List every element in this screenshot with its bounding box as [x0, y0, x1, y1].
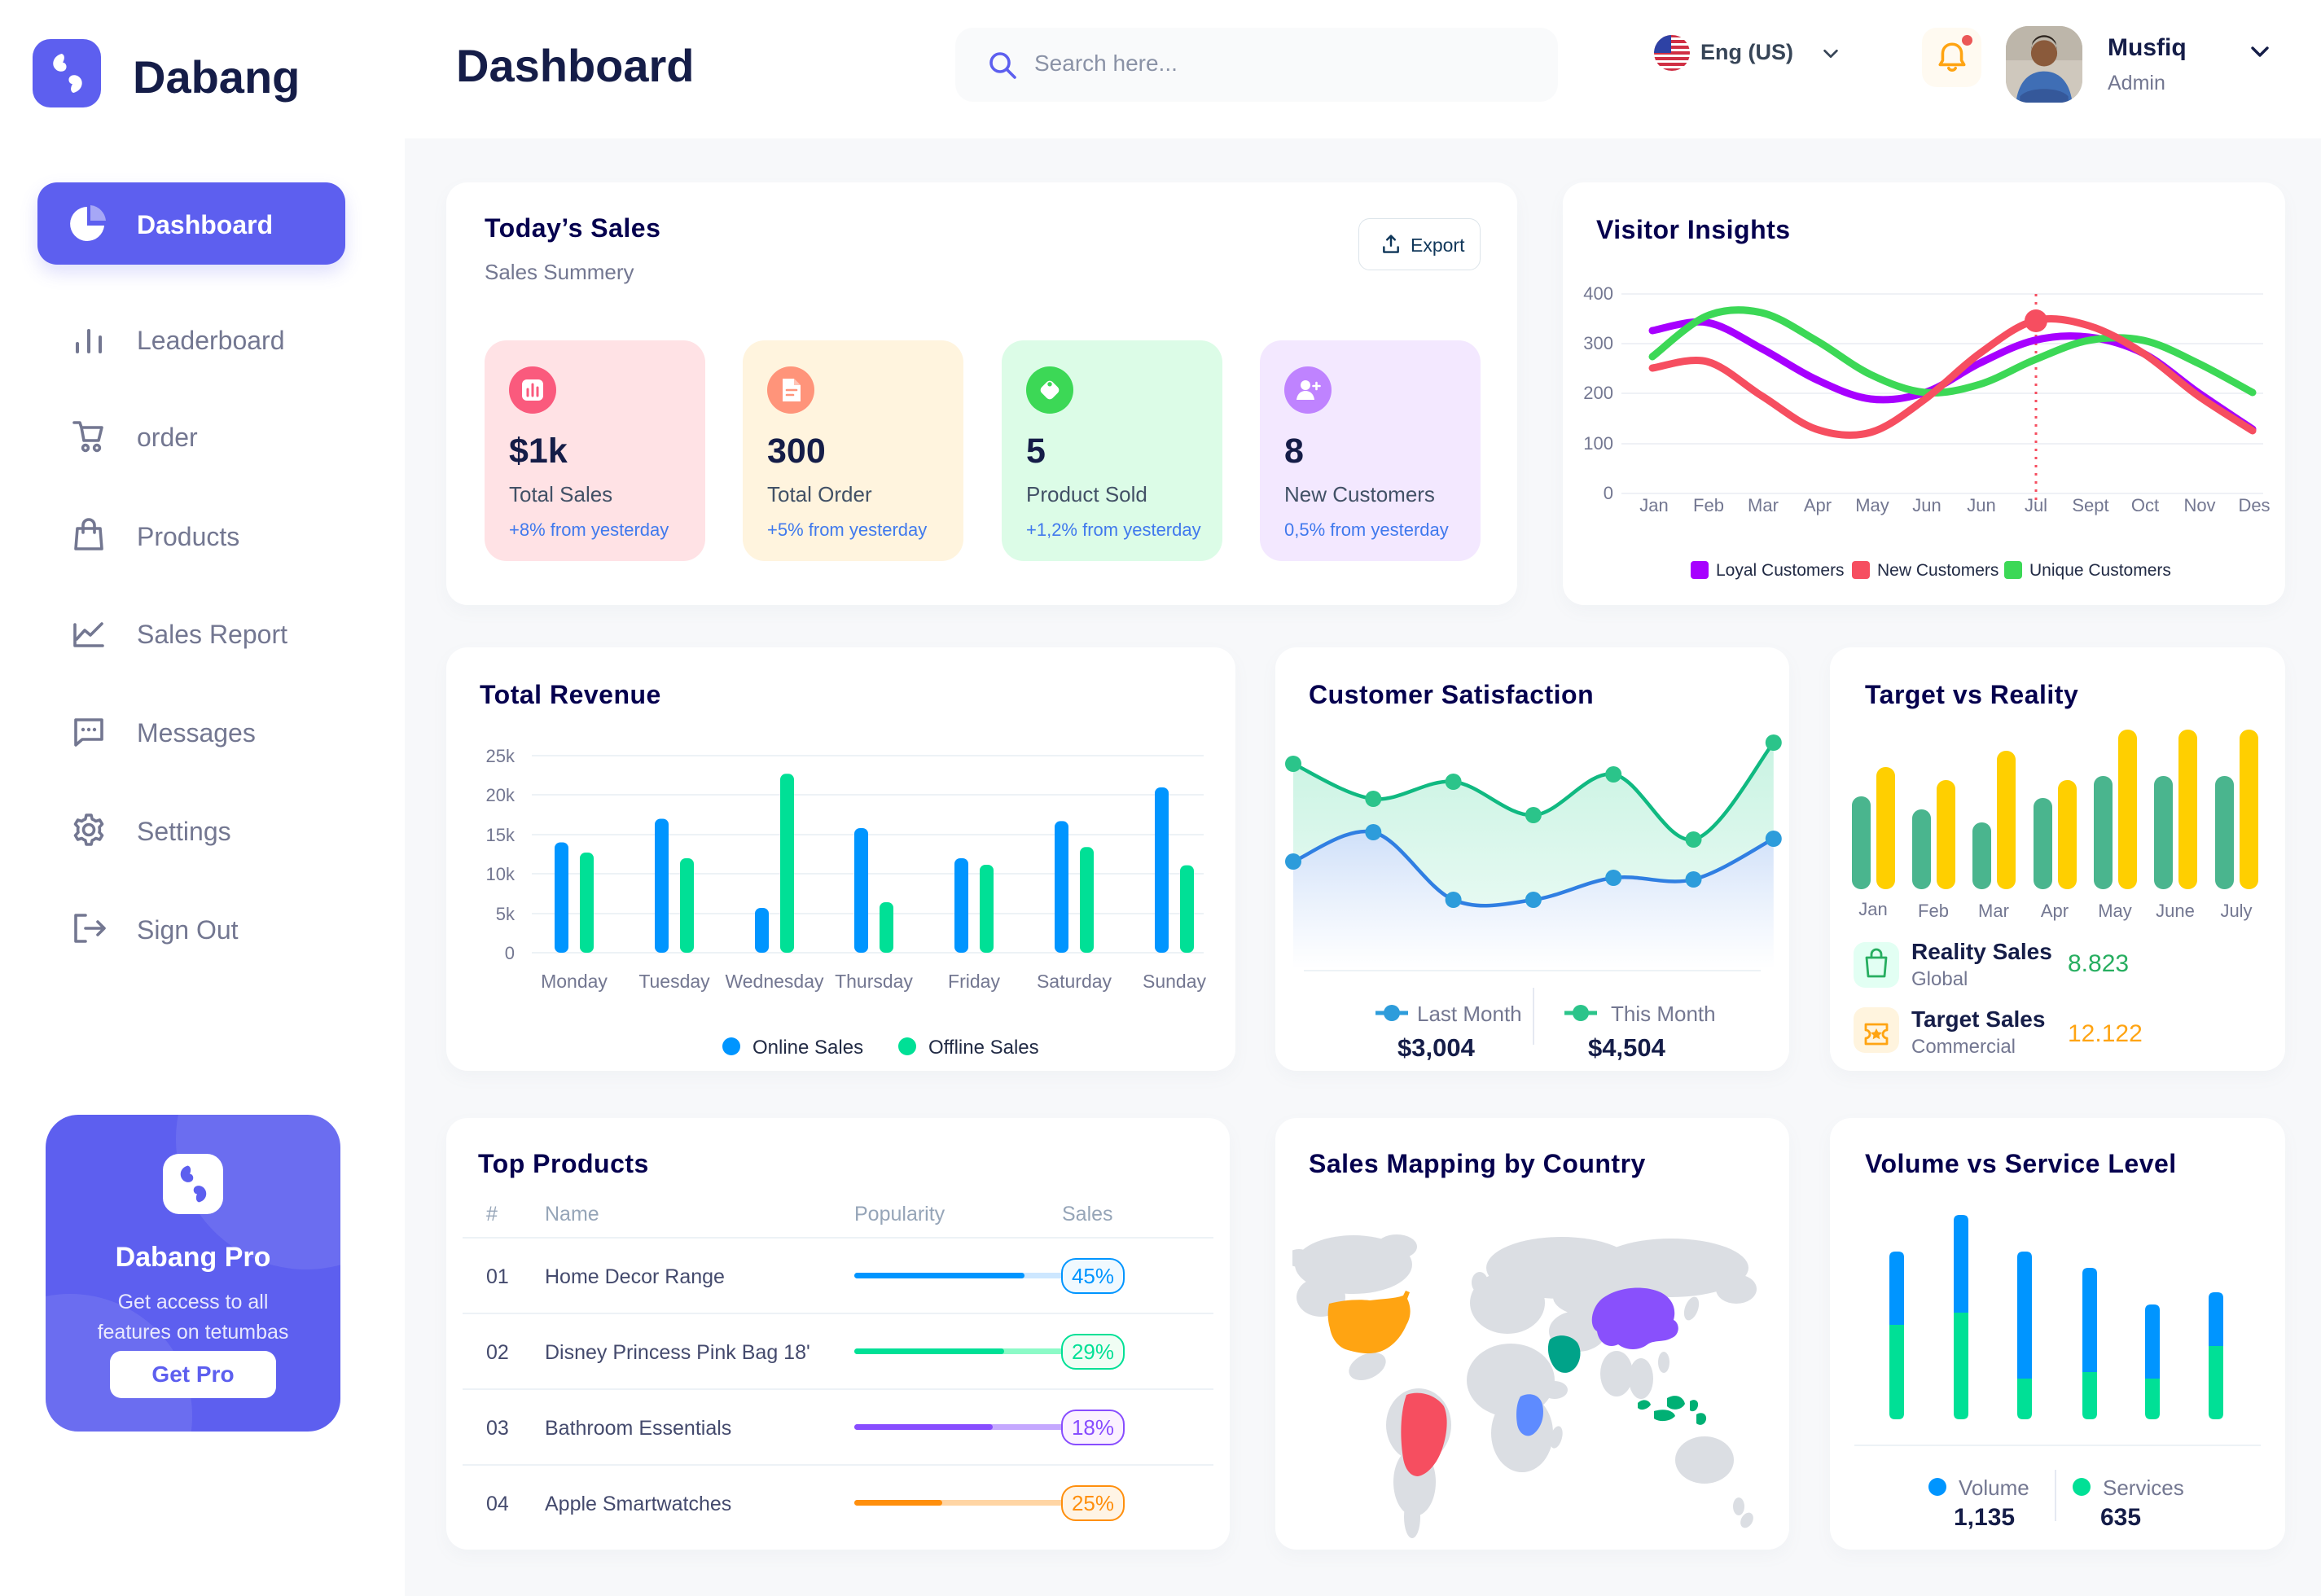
svg-text:Target Sales: Target Sales: [1911, 1006, 2045, 1032]
svg-text:Des: Des: [2238, 495, 2270, 515]
svg-text:July: July: [2220, 901, 2252, 921]
svg-text:Sunday: Sunday: [1143, 971, 1207, 992]
svg-text:May: May: [1855, 495, 1889, 515]
svg-text:300: 300: [1583, 333, 1613, 353]
svg-text:Reality Sales: Reality Sales: [1911, 939, 2052, 964]
svg-text:Services: Services: [2103, 1475, 2184, 1500]
svg-text:Feb: Feb: [1693, 495, 1724, 515]
svg-text:02: 02: [486, 1341, 509, 1364]
svg-text:Commercial: Commercial: [1911, 1036, 2016, 1058]
svg-text:Bathroom Essentials: Bathroom Essentials: [545, 1417, 731, 1440]
svg-text:New Customers: New Customers: [1877, 561, 1999, 580]
svg-text:Thursday: Thursday: [835, 971, 913, 992]
svg-text:200: 200: [1583, 383, 1613, 403]
svg-text:June: June: [2156, 901, 2195, 921]
svg-text:1,135: 1,135: [1954, 1504, 2015, 1531]
svg-text:This Month: This Month: [1611, 1002, 1716, 1026]
svg-text:5k: 5k: [496, 904, 516, 924]
svg-text:Tuesday: Tuesday: [638, 971, 710, 992]
svg-text:$4,504: $4,504: [1588, 1033, 1666, 1062]
svg-text:May: May: [2098, 901, 2132, 921]
svg-text:Mar: Mar: [1978, 901, 2009, 921]
svg-text:635: 635: [2100, 1504, 2141, 1531]
svg-text:20k: 20k: [486, 785, 516, 805]
svg-text:Apr: Apr: [1804, 495, 1832, 515]
svg-text:Oct: Oct: [2131, 495, 2159, 515]
svg-text:0: 0: [505, 943, 515, 963]
svg-text:Volume: Volume: [1959, 1475, 2029, 1500]
svg-text:Apple Smartwatches: Apple Smartwatches: [545, 1493, 731, 1515]
svg-text:#: #: [486, 1203, 498, 1226]
svg-text:Last Month: Last Month: [1417, 1002, 1522, 1026]
svg-text:Disney Princess Pink Bag 18': Disney Princess Pink Bag 18': [545, 1341, 810, 1364]
svg-text:100: 100: [1583, 433, 1613, 454]
svg-text:Apr: Apr: [2041, 901, 2069, 921]
svg-text:Feb: Feb: [1918, 901, 1949, 921]
svg-text:Loyal Customers: Loyal Customers: [1716, 561, 1845, 580]
svg-text:Saturday: Saturday: [1037, 971, 1112, 992]
svg-text:18%: 18%: [1072, 1415, 1114, 1440]
svg-text:Monday: Monday: [541, 971, 608, 992]
svg-text:Jan: Jan: [1639, 495, 1668, 515]
svg-text:Wednesday: Wednesday: [725, 971, 824, 992]
svg-text:10k: 10k: [486, 864, 516, 884]
svg-text:Jan: Jan: [1858, 899, 1887, 919]
svg-text:8.823: 8.823: [2068, 950, 2129, 977]
svg-text:Name: Name: [545, 1203, 599, 1226]
svg-text:12.122: 12.122: [2068, 1020, 2143, 1047]
svg-text:01: 01: [486, 1265, 509, 1288]
svg-text:29%: 29%: [1072, 1340, 1114, 1364]
svg-text:Sept: Sept: [2072, 495, 2108, 515]
svg-text:45%: 45%: [1072, 1264, 1114, 1288]
svg-text:03: 03: [486, 1417, 509, 1440]
svg-text:400: 400: [1583, 283, 1613, 304]
svg-text:04: 04: [486, 1493, 509, 1515]
svg-text:Offline Sales: Offline Sales: [928, 1037, 1039, 1059]
svg-text:15k: 15k: [486, 825, 516, 845]
svg-text:Friday: Friday: [948, 971, 1000, 992]
svg-text:Popularity: Popularity: [854, 1203, 946, 1226]
svg-text:Global: Global: [1911, 968, 1968, 990]
svg-text:25k: 25k: [486, 746, 516, 766]
svg-text:0: 0: [1604, 483, 1613, 503]
svg-text:Home Decor Range: Home Decor Range: [545, 1265, 725, 1288]
svg-text:Jun: Jun: [1912, 495, 1941, 515]
svg-text:25%: 25%: [1072, 1491, 1114, 1515]
svg-text:Sales: Sales: [1062, 1203, 1113, 1226]
svg-text:Nov: Nov: [2183, 495, 2215, 515]
svg-text:Jun: Jun: [1967, 495, 1995, 515]
svg-text:$3,004: $3,004: [1397, 1033, 1476, 1062]
svg-text:Unique Customers: Unique Customers: [2029, 561, 2171, 580]
svg-text:Mar: Mar: [1748, 495, 1779, 515]
svg-text:Online Sales: Online Sales: [752, 1037, 863, 1059]
